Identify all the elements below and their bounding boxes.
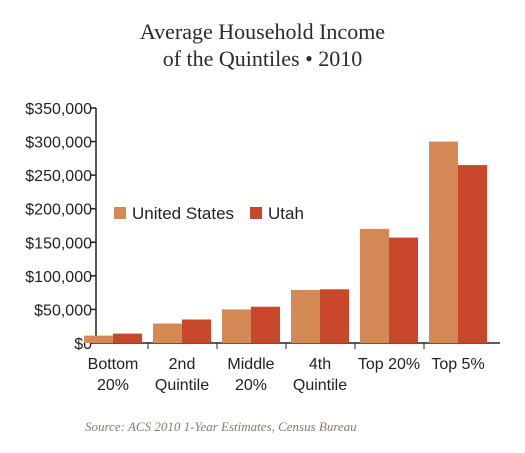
x-tick-label: 20% [97, 377, 129, 394]
chart-title-line-2: of the Quintiles • 2010 [162, 46, 363, 71]
y-tick-label: $250,000 [25, 168, 92, 185]
x-tick-label: Quintile [155, 377, 209, 394]
legend-label: United States [132, 204, 234, 223]
y-tick-label: $300,000 [25, 135, 92, 152]
bar-united-states [360, 228, 389, 343]
x-tick-label: Quintile [293, 377, 347, 394]
bar-utah [389, 237, 418, 343]
bar-united-states [153, 323, 182, 343]
bar-utah [320, 289, 349, 343]
bar-utah [182, 319, 211, 343]
x-tick-label: 20% [235, 377, 267, 394]
y-tick-label: $200,000 [25, 202, 92, 219]
bar-united-states [429, 141, 458, 343]
bar-utah [251, 306, 280, 343]
legend-swatch [250, 207, 262, 219]
y-tick-label: $350,000 [25, 101, 92, 118]
x-tick-label: Middle [227, 356, 274, 373]
x-tick-label: 2nd [169, 356, 196, 373]
bar-united-states [222, 309, 251, 343]
bar-utah [458, 165, 487, 343]
x-tick-label: Bottom [88, 356, 139, 373]
x-tick-label: Top 20% [358, 356, 420, 373]
source-note: Source: ACS 2010 1-Year Estimates, Censu… [85, 419, 357, 434]
chart-title: Average Household Income of the Quintile… [0, 18, 525, 72]
bar-united-states [84, 335, 113, 343]
legend-swatch [114, 207, 126, 219]
legend-label: Utah [268, 204, 304, 223]
y-tick-label: $50,000 [34, 302, 92, 319]
x-tick-label: 4th [309, 356, 331, 373]
bar-utah [113, 333, 142, 343]
y-tick-label: $150,000 [25, 235, 92, 252]
bar-united-states [291, 289, 320, 343]
x-tick-label: Top 5% [431, 356, 484, 373]
chart-title-line-1: Average Household Income [139, 19, 386, 44]
y-tick-label: $100,000 [25, 269, 92, 286]
